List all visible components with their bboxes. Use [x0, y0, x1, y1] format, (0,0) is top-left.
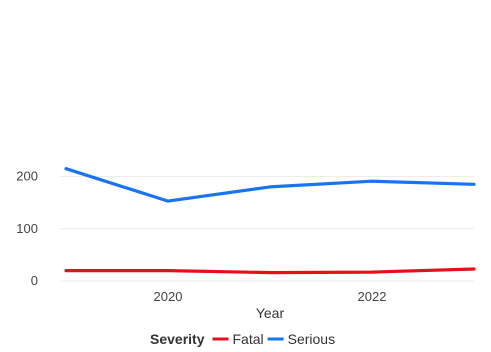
legend-title: Severity: [150, 331, 205, 347]
x-tick-label: 2020: [154, 289, 183, 304]
series-lines: [64, 167, 476, 275]
x-axis-title: Year: [256, 305, 285, 321]
legend: Severity Fatal Serious: [150, 331, 335, 347]
series-line-fatal: [64, 267, 476, 275]
y-axis-ticks: 0 100 200: [16, 169, 38, 289]
x-tick-label: 2022: [358, 289, 387, 304]
legend-label-fatal: Fatal: [232, 331, 263, 347]
series-line-serious: [64, 167, 476, 203]
y-tick-label: 200: [16, 169, 38, 184]
grid-lines: [60, 176, 474, 282]
legend-label-serious: Serious: [288, 331, 335, 347]
y-tick-label: 100: [16, 221, 38, 236]
x-axis-ticks: 2020 2022: [154, 289, 387, 304]
y-tick-label: 0: [31, 273, 38, 288]
